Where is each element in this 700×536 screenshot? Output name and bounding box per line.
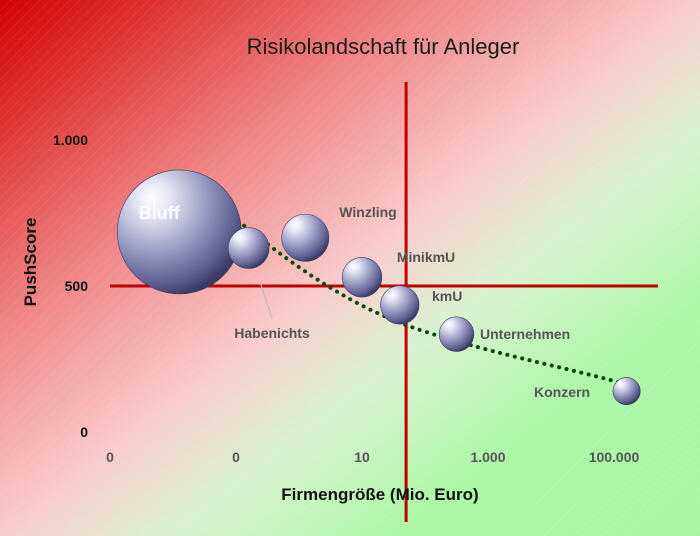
y-tick-label: 0 (80, 424, 88, 440)
bubble-unternehmen (438, 316, 475, 352)
x-tick-label: 10 (354, 449, 370, 465)
label-leader-lines (259, 281, 273, 319)
bubbles (117, 169, 641, 406)
x-axis-title: Firmengröße (Mio. Euro) (281, 485, 478, 504)
bubble-label: Konzern (534, 384, 590, 400)
y-tick-label: 500 (65, 278, 89, 294)
bubble-label: Winzling (339, 204, 396, 220)
x-tick-label: 1.000 (470, 449, 505, 465)
leader-line (259, 281, 273, 319)
chart-title: Risikolandschaft für Anleger (247, 34, 520, 59)
y-axis-ticks: 0 500 1.000 (53, 132, 88, 440)
bubble-minikmu (341, 257, 383, 298)
bubble-label: Bluff (139, 203, 181, 223)
x-tick-label: 0 (232, 449, 240, 465)
bubble-kmu (380, 285, 420, 325)
y-tick-label: 1.000 (53, 132, 88, 148)
bubble-bluff (117, 169, 242, 295)
y-axis-title: PushScore (21, 218, 40, 307)
bubble-habenichts (227, 227, 270, 269)
bubble-konzern (612, 377, 641, 406)
trendline (178, 170, 634, 388)
bubble-label: Unternehmen (480, 326, 570, 342)
x-tick-label: 0 (106, 449, 114, 465)
bubble-label: kmU (432, 288, 462, 304)
bubble-winzling (281, 213, 330, 262)
x-tick-label: 100.000 (589, 449, 640, 465)
x-axis-ticks: 0 0 10 1.000 100.000 (106, 449, 639, 465)
bubble-label: MinikmU (397, 249, 455, 265)
bubble-label: Habenichts (234, 325, 310, 341)
bubble-labels: Bluff Habenichts Winzling MinikmU kmU Unterne… (139, 203, 590, 400)
